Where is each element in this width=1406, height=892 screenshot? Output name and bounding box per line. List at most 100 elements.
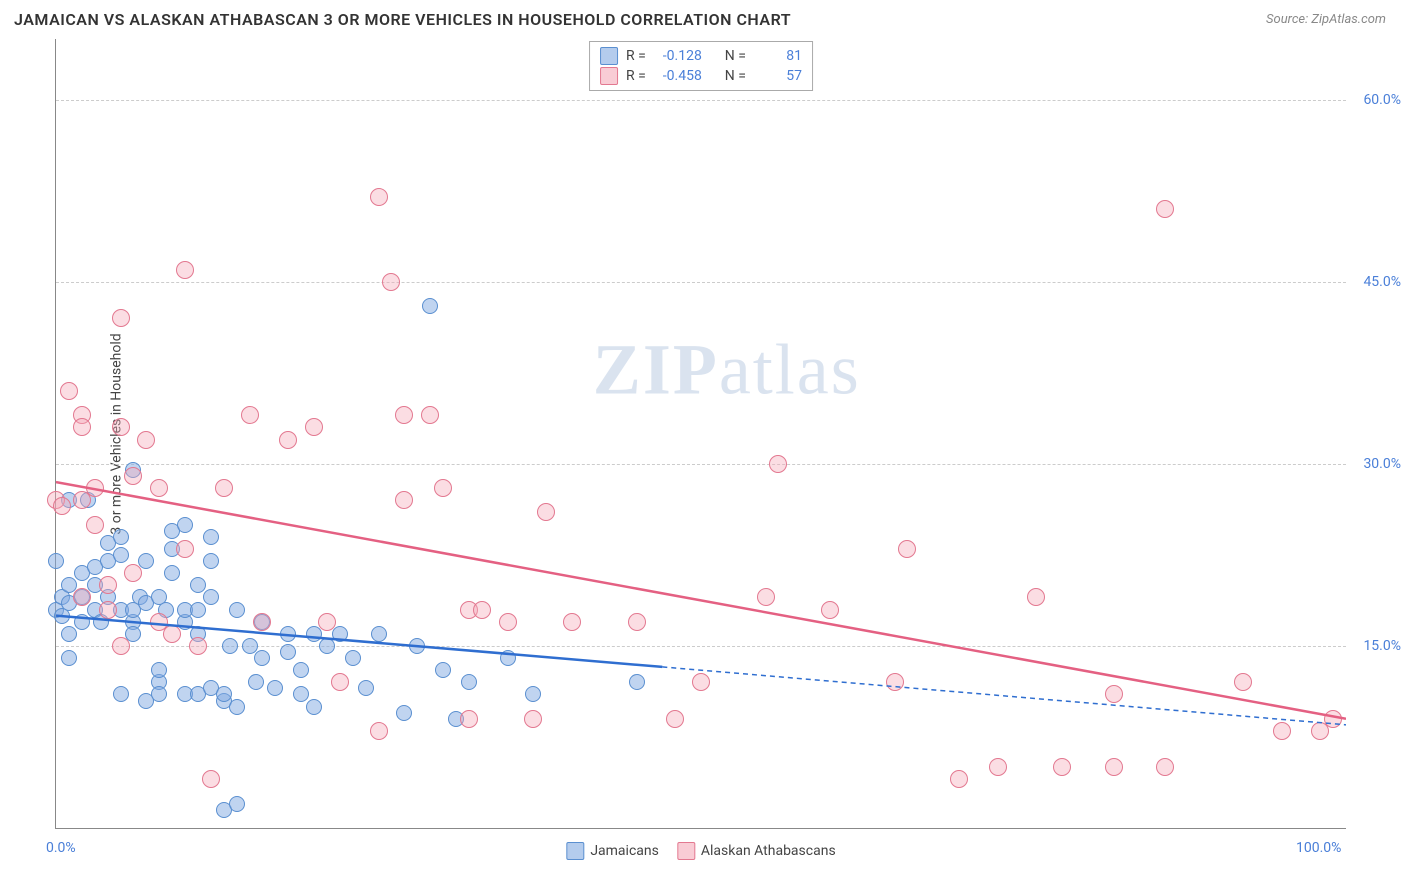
data-point: [99, 601, 117, 619]
data-point: [151, 686, 167, 702]
data-point: [395, 491, 413, 509]
data-point: [254, 650, 270, 666]
data-point: [396, 705, 412, 721]
data-point: [125, 626, 141, 642]
data-point: [332, 626, 348, 642]
data-point: [1273, 722, 1291, 740]
scatter-chart: 3 or more Vehicles in Household 15.0%30.…: [55, 39, 1346, 829]
legend-item: Jamaicans: [566, 842, 659, 860]
data-point: [421, 406, 439, 424]
data-point: [692, 673, 710, 691]
data-point: [112, 309, 130, 327]
y-tick-label: 30.0%: [1363, 456, 1401, 472]
data-point: [229, 796, 245, 812]
stats-legend: R = -0.128 N = 81 R = -0.458 N = 57: [589, 41, 813, 91]
data-point: [229, 699, 245, 715]
data-point: [1324, 710, 1342, 728]
data-point: [280, 644, 296, 660]
data-point: [434, 479, 452, 497]
data-point: [898, 540, 916, 558]
data-point: [48, 553, 64, 569]
legend-stat-row: R = -0.128 N = 81: [600, 46, 802, 66]
data-point: [203, 529, 219, 545]
data-point: [331, 673, 349, 691]
data-point: [499, 613, 517, 631]
data-point: [73, 588, 91, 606]
data-point: [150, 479, 168, 497]
data-point: [190, 602, 206, 618]
data-point: [461, 674, 477, 690]
data-point: [628, 613, 646, 631]
y-tick-label: 15.0%: [1363, 638, 1401, 654]
data-point: [137, 431, 155, 449]
data-point: [124, 467, 142, 485]
trend-lines: [56, 39, 1346, 828]
series-legend: Jamaicans Alaskan Athabascans: [566, 842, 835, 860]
data-point: [53, 497, 71, 515]
data-point: [113, 529, 129, 545]
data-point: [524, 710, 542, 728]
data-point: [112, 418, 130, 436]
legend-label: Jamaicans: [590, 843, 659, 859]
data-point: [306, 699, 322, 715]
data-point: [950, 770, 968, 788]
data-point: [1156, 758, 1174, 776]
legend-stat-row: R = -0.458 N = 57: [600, 66, 802, 86]
data-point: [164, 565, 180, 581]
data-point: [215, 479, 233, 497]
data-point: [222, 638, 238, 654]
data-point: [73, 418, 91, 436]
data-point: [248, 674, 264, 690]
data-point: [435, 662, 451, 678]
data-point: [769, 455, 787, 473]
data-point: [757, 588, 775, 606]
r-label: R =: [626, 68, 646, 84]
data-point: [253, 613, 271, 631]
data-point: [112, 637, 130, 655]
data-point: [358, 680, 374, 696]
data-point: [318, 613, 336, 631]
gridline: [56, 100, 1346, 101]
data-point: [345, 650, 361, 666]
data-point: [563, 613, 581, 631]
data-point: [525, 686, 541, 702]
data-point: [370, 722, 388, 740]
data-point: [60, 382, 78, 400]
r-label: R =: [626, 48, 646, 64]
data-point: [189, 637, 207, 655]
data-point: [163, 625, 181, 643]
source-attribution: Source: ZipAtlas.com: [1266, 12, 1386, 27]
data-point: [886, 673, 904, 691]
y-tick-label: 45.0%: [1363, 274, 1401, 290]
data-point: [190, 577, 206, 593]
data-point: [203, 589, 219, 605]
data-point: [306, 626, 322, 642]
data-point: [500, 650, 516, 666]
data-point: [86, 516, 104, 534]
legend-swatch: [600, 67, 618, 85]
data-point: [86, 479, 104, 497]
data-point: [74, 614, 90, 630]
data-point: [305, 418, 323, 436]
data-point: [176, 261, 194, 279]
data-point: [460, 710, 478, 728]
data-point: [319, 638, 335, 654]
n-label: N =: [725, 48, 746, 64]
legend-swatch: [600, 47, 618, 65]
r-value: -0.458: [654, 68, 702, 84]
data-point: [370, 188, 388, 206]
x-tick-label: 100.0%: [1296, 840, 1341, 856]
data-point: [989, 758, 1007, 776]
data-point: [821, 601, 839, 619]
data-point: [473, 601, 491, 619]
data-point: [666, 710, 684, 728]
n-value: 81: [754, 48, 802, 64]
data-point: [138, 553, 154, 569]
n-value: 57: [754, 68, 802, 84]
data-point: [177, 517, 193, 533]
data-point: [1156, 200, 1174, 218]
x-tick-label: 0.0%: [46, 840, 76, 856]
r-value: -0.128: [654, 48, 702, 64]
data-point: [99, 576, 117, 594]
gridline: [56, 464, 1346, 465]
